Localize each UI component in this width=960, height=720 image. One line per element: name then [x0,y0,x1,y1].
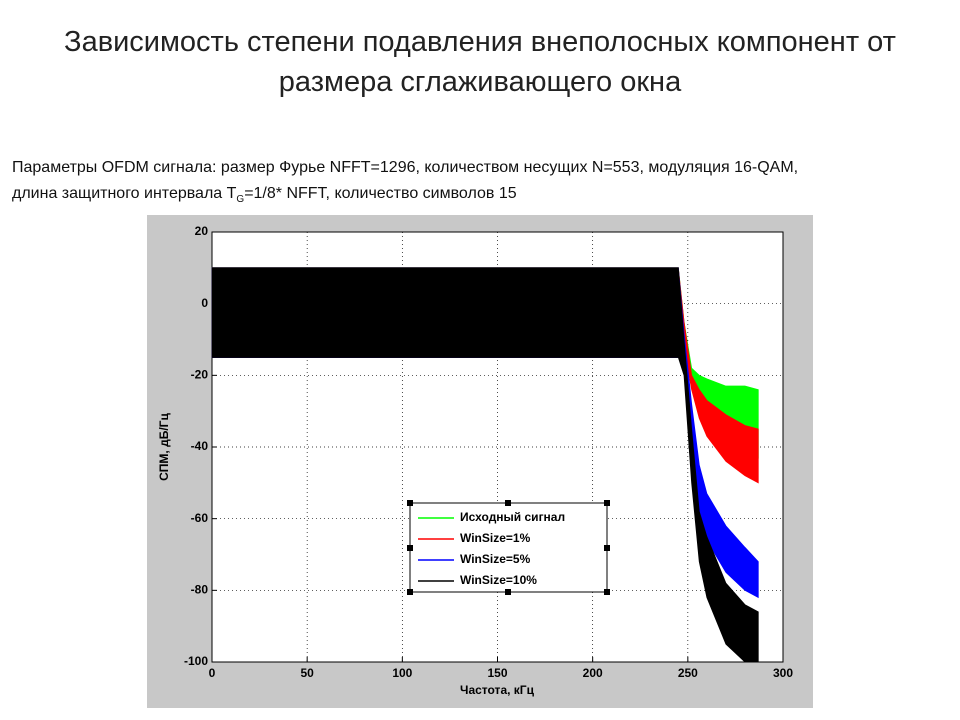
y-tick-label: -40 [191,439,209,453]
x-tick-label: 50 [300,666,314,680]
params-line: Параметры OFDM сигнала: размер Фурье NFF… [12,159,799,176]
legend-label: WinSize=10% [460,573,537,587]
x-tick-label: 200 [583,666,603,680]
params-line: длина защитного интервала TG=1/8* NFFT, … [12,181,798,213]
y-tick-label: -100 [184,654,208,668]
selection-handles [407,500,610,595]
y-axis-label: СПМ, дБ/Гц [157,413,171,481]
slide-title: Зависимость степени подавления внеполосн… [0,22,960,102]
params: Параметры OFDM сигнала: размер Фурье NFF… [12,155,798,213]
x-tick-label: 100 [392,666,412,680]
text: длина защитного интервала T [12,185,237,202]
legend-label: WinSize=5% [460,552,531,566]
title-line: размера сглаживающего окна [278,66,682,98]
x-tick-label: 150 [487,666,507,680]
legend-label: Исходный сигнал [460,510,565,524]
y-tick-label: 0 [201,296,208,310]
y-tick-label: -20 [191,368,209,382]
text: =1/8* NFFT, количество символов 15 [244,185,517,202]
x-tick-label: 300 [773,666,793,680]
x-tick-label: 250 [678,666,698,680]
x-tick-label: 0 [209,666,216,680]
y-tick-label: 20 [195,224,209,238]
title-line: Зависимость степени подавления внеполосн… [64,26,896,58]
x-axis-label: Частота, кГц [460,683,535,697]
legend-label: WinSize=1% [460,531,531,545]
subscript: G [236,194,245,206]
y-tick-label: -60 [191,511,209,525]
series-band [211,267,759,663]
y-tick-label: -80 [191,583,209,597]
